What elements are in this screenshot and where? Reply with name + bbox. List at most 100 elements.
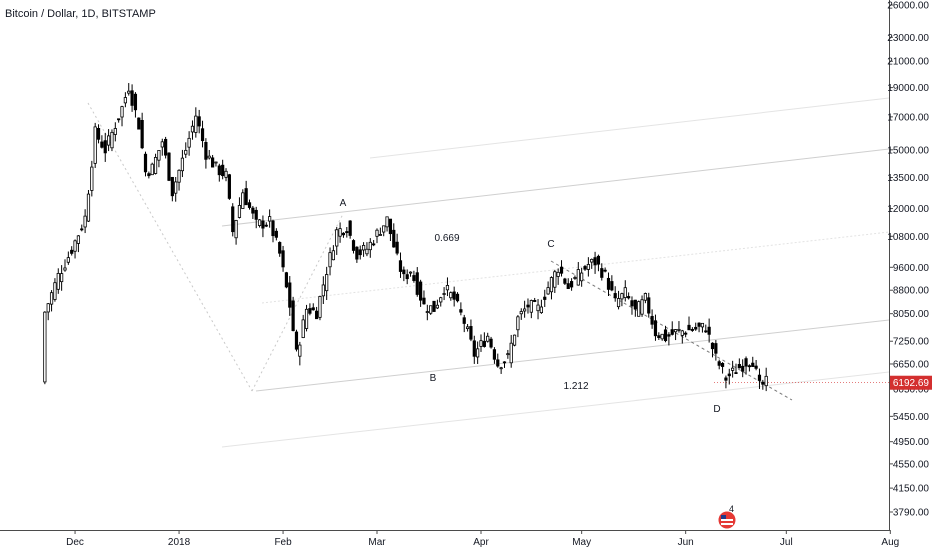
candle-body (143, 153, 148, 173)
candle-body (207, 155, 211, 159)
candle-body (100, 141, 104, 148)
candle-body (553, 271, 557, 288)
candle-body (566, 283, 570, 289)
candle-body (680, 330, 684, 336)
candle-body (60, 273, 64, 283)
candle-body (247, 202, 252, 208)
candle-body (435, 304, 439, 309)
x-tick-label: Jun (678, 537, 694, 548)
candle-body (419, 281, 423, 301)
x-tick-label: 2018 (168, 537, 191, 548)
time-axis[interactable] (0, 530, 889, 550)
candle-body (194, 115, 198, 133)
fib-ratio-label: 0.669 (434, 233, 459, 244)
candle-body (217, 165, 221, 176)
candle-body (63, 267, 67, 271)
candle-body (751, 362, 755, 367)
plot-area (0, 0, 889, 530)
candle-body (405, 274, 409, 280)
y-tick-label: 19000.00 (887, 83, 929, 94)
candle-body (486, 335, 490, 342)
candle-body (372, 243, 376, 246)
y-tick-label: 9600.00 (893, 263, 930, 274)
candle-body (576, 269, 580, 286)
candle-body (103, 140, 107, 154)
candle-body (113, 128, 117, 135)
candle-body (66, 257, 70, 263)
candle-body (358, 249, 362, 256)
candle-body (429, 305, 433, 314)
candle-body (385, 216, 389, 228)
candle-body (549, 277, 554, 293)
candle-body (321, 284, 325, 297)
candle-body (180, 157, 185, 172)
drawing-line (221, 148, 890, 227)
candle-body (288, 282, 292, 308)
candle-body (335, 229, 339, 247)
y-tick-label: 13500.00 (887, 173, 929, 184)
candle-body (291, 300, 295, 331)
candle-body (127, 90, 131, 94)
y-tick-label: 5450.00 (893, 412, 930, 423)
candle-body (633, 299, 637, 310)
candle-body (211, 157, 215, 168)
candle-body (714, 343, 718, 354)
y-tick-label: 8050.00 (893, 309, 930, 320)
candle-body (90, 166, 94, 191)
price-axis[interactable] (889, 0, 932, 550)
candle-body (147, 173, 151, 177)
candle-body (415, 272, 419, 295)
candle-body (643, 293, 648, 301)
candle-body (489, 338, 493, 348)
candle-body (569, 281, 574, 288)
candle-body (744, 358, 748, 367)
x-tick-label: Aug (881, 537, 899, 548)
candle-body (221, 164, 225, 177)
candle-body (757, 374, 762, 381)
candle-body (150, 163, 154, 176)
last-price-tag (890, 375, 932, 390)
candle-body (764, 375, 768, 387)
candle-body (573, 277, 577, 279)
candle-body (204, 142, 208, 160)
candle-body (244, 188, 248, 206)
candle-body (200, 128, 205, 142)
candle-body (187, 137, 191, 148)
candle-body (53, 282, 57, 300)
candle-body (86, 193, 91, 222)
candle-body (412, 275, 416, 281)
candle-body (170, 176, 174, 197)
candle-body (687, 324, 691, 331)
candle-body (177, 169, 181, 183)
candle-body (640, 299, 644, 315)
candle-body (167, 152, 171, 181)
candle-body (49, 292, 54, 305)
candle-body (667, 334, 671, 337)
x-tick-label: Mar (368, 537, 386, 548)
candle-body (449, 292, 453, 299)
candle-body (301, 319, 305, 339)
candle-body (720, 362, 725, 367)
candle-body (533, 299, 537, 302)
y-tick-label: 10800.00 (887, 232, 929, 243)
candle-body (727, 373, 731, 377)
candle-body (331, 250, 335, 261)
candle-body (586, 264, 590, 270)
candle-body (395, 241, 399, 254)
candle-body (479, 340, 483, 347)
candle-body (271, 220, 275, 237)
candle-body (536, 304, 540, 312)
candle-body (83, 215, 87, 228)
candle-body (593, 257, 597, 266)
candle-body (580, 272, 584, 282)
candle-body (526, 304, 530, 308)
candle-body (284, 272, 289, 288)
candle-body (184, 149, 188, 155)
y-tick-label: 7250.00 (893, 337, 930, 348)
candle-body (46, 303, 50, 313)
candle-body (325, 274, 329, 292)
candle-body (432, 300, 436, 312)
candle-body (512, 334, 517, 346)
